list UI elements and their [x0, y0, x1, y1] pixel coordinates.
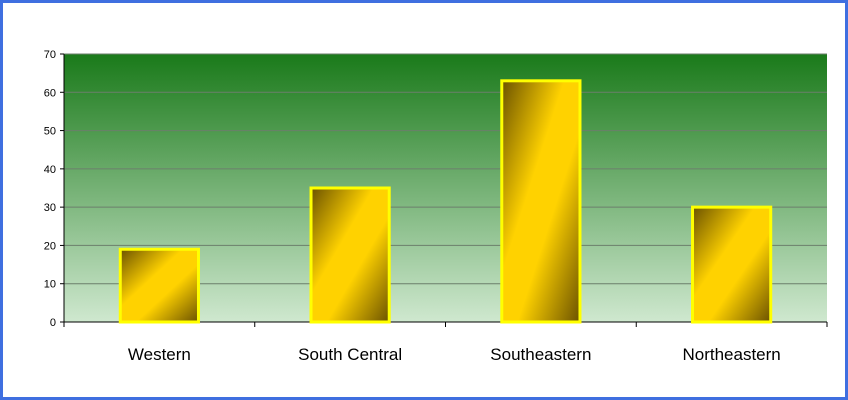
- y-tick-label: 40: [44, 164, 56, 176]
- y-tick-label: 50: [44, 126, 56, 138]
- y-tick-label: 70: [44, 49, 56, 61]
- x-tick-label: Western: [128, 345, 191, 364]
- y-tick-label: 30: [44, 202, 56, 214]
- x-tick-label: Southeastern: [490, 345, 591, 364]
- bars: [118, 79, 773, 324]
- bar-western: [118, 247, 200, 324]
- bar-southeastern: [500, 79, 582, 324]
- bar-south-central: [309, 186, 391, 324]
- y-tick-label: 10: [44, 279, 56, 291]
- y-tick-label: 20: [44, 240, 56, 252]
- y-tick-label: 60: [44, 87, 56, 99]
- x-tick-label: South Central: [298, 345, 402, 364]
- labels: 0 10 20 30 40 50 60 70 Western South Central South…: [44, 49, 781, 364]
- y-tick-label: 0: [50, 317, 56, 329]
- x-tick-label: Northeastern: [682, 345, 780, 364]
- bar-northeastern: [691, 205, 773, 324]
